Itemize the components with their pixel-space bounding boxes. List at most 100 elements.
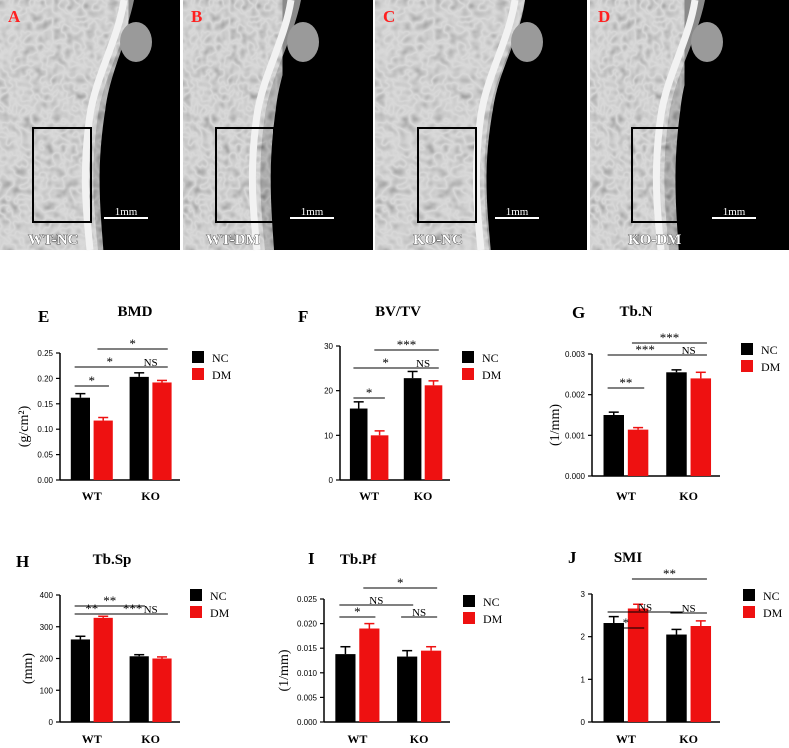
bar-wt-nc: [70, 639, 90, 722]
y-tick-label: 0.05: [37, 451, 53, 460]
condyle-shape: [287, 22, 319, 62]
y-tick-label: 0.20: [37, 374, 53, 383]
legend-label: DM: [482, 368, 502, 382]
y-tick-label: 0: [581, 718, 586, 727]
y-tick-label: 0.010: [297, 669, 318, 678]
panel-letter: A: [8, 7, 21, 26]
significance-label: ***: [123, 601, 143, 616]
bar-ko-dm: [421, 650, 442, 722]
y-tick-label: 2: [581, 633, 586, 642]
legend-swatch: [741, 360, 753, 372]
x-category-label: WT: [616, 489, 636, 503]
significance-label: NS: [412, 607, 426, 619]
panel-letter: C: [383, 7, 395, 26]
y-tick-label: 200: [40, 655, 54, 664]
y-tick-label: 0.00: [37, 476, 53, 485]
bar-ko-dm: [424, 385, 443, 480]
bar-wt-dm: [370, 435, 389, 480]
chart-letter: H: [16, 552, 29, 571]
legend-label: DM: [483, 612, 503, 626]
roi-box: [417, 127, 477, 223]
x-category-label: WT: [359, 489, 379, 503]
bar-wt-dm: [627, 608, 649, 722]
legend-label: DM: [210, 606, 230, 620]
legend-label: NC: [761, 343, 778, 357]
y-tick-label: 0: [49, 718, 54, 727]
ct-panel-c: C 1mm KO-NC: [375, 0, 587, 251]
bar-wt-dm: [359, 628, 380, 722]
y-axis-label: (mm): [21, 653, 36, 684]
legend-swatch: [462, 368, 474, 380]
significance-label: *: [89, 373, 96, 388]
legend-swatch: [463, 595, 475, 607]
ct-panel-d: D 1mm KO-DM: [590, 0, 789, 251]
y-tick-label: 30: [324, 342, 333, 351]
y-tick-label: 0.001: [565, 431, 586, 440]
significance-label: NS: [369, 595, 383, 607]
cortical-edge: [652, 0, 699, 251]
y-tick-label: 0.025: [297, 595, 318, 604]
y-tick-label: 0.015: [297, 644, 318, 653]
trabecular-texture: [590, 0, 685, 250]
bar-ko-nc: [129, 656, 149, 722]
condyle-shape: [691, 22, 723, 62]
condyle-shape: [511, 22, 543, 62]
chart-title: Tb.Sp: [93, 552, 132, 568]
trabecular-texture: [183, 0, 283, 250]
y-tick-label: 0.003: [565, 350, 586, 359]
legend-swatch: [192, 351, 204, 363]
bar-ko-dm: [690, 626, 712, 722]
legend-label: DM: [763, 606, 783, 620]
y-tick-label: 0.15: [37, 400, 53, 409]
bar-ko-dm: [152, 382, 172, 480]
y-tick-label: 0.020: [297, 620, 318, 629]
chart-letter: G: [572, 303, 585, 322]
legend-swatch: [463, 612, 475, 624]
panel-letter: B: [191, 7, 202, 26]
y-tick-label: 10: [324, 431, 333, 440]
legend-swatch: [190, 589, 202, 601]
legend-swatch: [741, 343, 753, 355]
legend-swatch: [743, 606, 755, 618]
significance-label: ***: [660, 330, 680, 345]
bar-wt-nc: [603, 623, 624, 722]
x-category-label: KO: [679, 732, 698, 746]
chart-letter: I: [308, 549, 315, 568]
legend-label: NC: [763, 589, 780, 603]
significance-label: **: [663, 566, 676, 581]
cortical-edge: [248, 0, 295, 251]
roi-box: [215, 127, 275, 223]
y-tick-label: 100: [40, 686, 54, 695]
cortical-edge: [472, 0, 519, 251]
bar-wt-nc: [335, 654, 356, 722]
y-tick-label: 400: [40, 591, 54, 600]
bar-ko-dm: [690, 378, 712, 476]
chart-letter: F: [298, 307, 308, 326]
bone-image: [590, 0, 723, 251]
bar-ko-dm: [152, 658, 172, 722]
legend-label: NC: [482, 351, 499, 365]
y-axis-label: (g/cm²): [17, 405, 32, 447]
y-tick-label: 0.25: [37, 349, 53, 358]
significance-label: *: [382, 355, 389, 370]
bar-wt-nc: [349, 408, 368, 480]
chart-e: E BMD (g/cm²) 0.00 0.05 0.10 0.15 0.20 0.25 WT KO *…: [17, 304, 232, 503]
significance-label: ***: [397, 337, 417, 352]
y-axis-label: (1/mm): [548, 404, 563, 446]
y-tick-label: 0.000: [565, 472, 586, 481]
y-tick-label: 300: [40, 623, 54, 632]
y-tick-label: 0: [329, 476, 334, 485]
significance-label: **: [103, 593, 116, 608]
legend-swatch: [743, 589, 755, 601]
bar-ko-nc: [397, 656, 418, 722]
scale-label: 1mm: [301, 206, 324, 218]
significance-label: **: [85, 601, 98, 616]
group-label: WT-NC: [28, 232, 78, 248]
bar-ko-nc: [666, 634, 687, 722]
significance-label: NS: [682, 345, 696, 357]
y-axis-label: (1/mm): [277, 649, 292, 691]
bar-ko-nc: [129, 376, 149, 480]
significance-label: NS: [144, 604, 158, 616]
condyle-shape: [120, 22, 152, 62]
